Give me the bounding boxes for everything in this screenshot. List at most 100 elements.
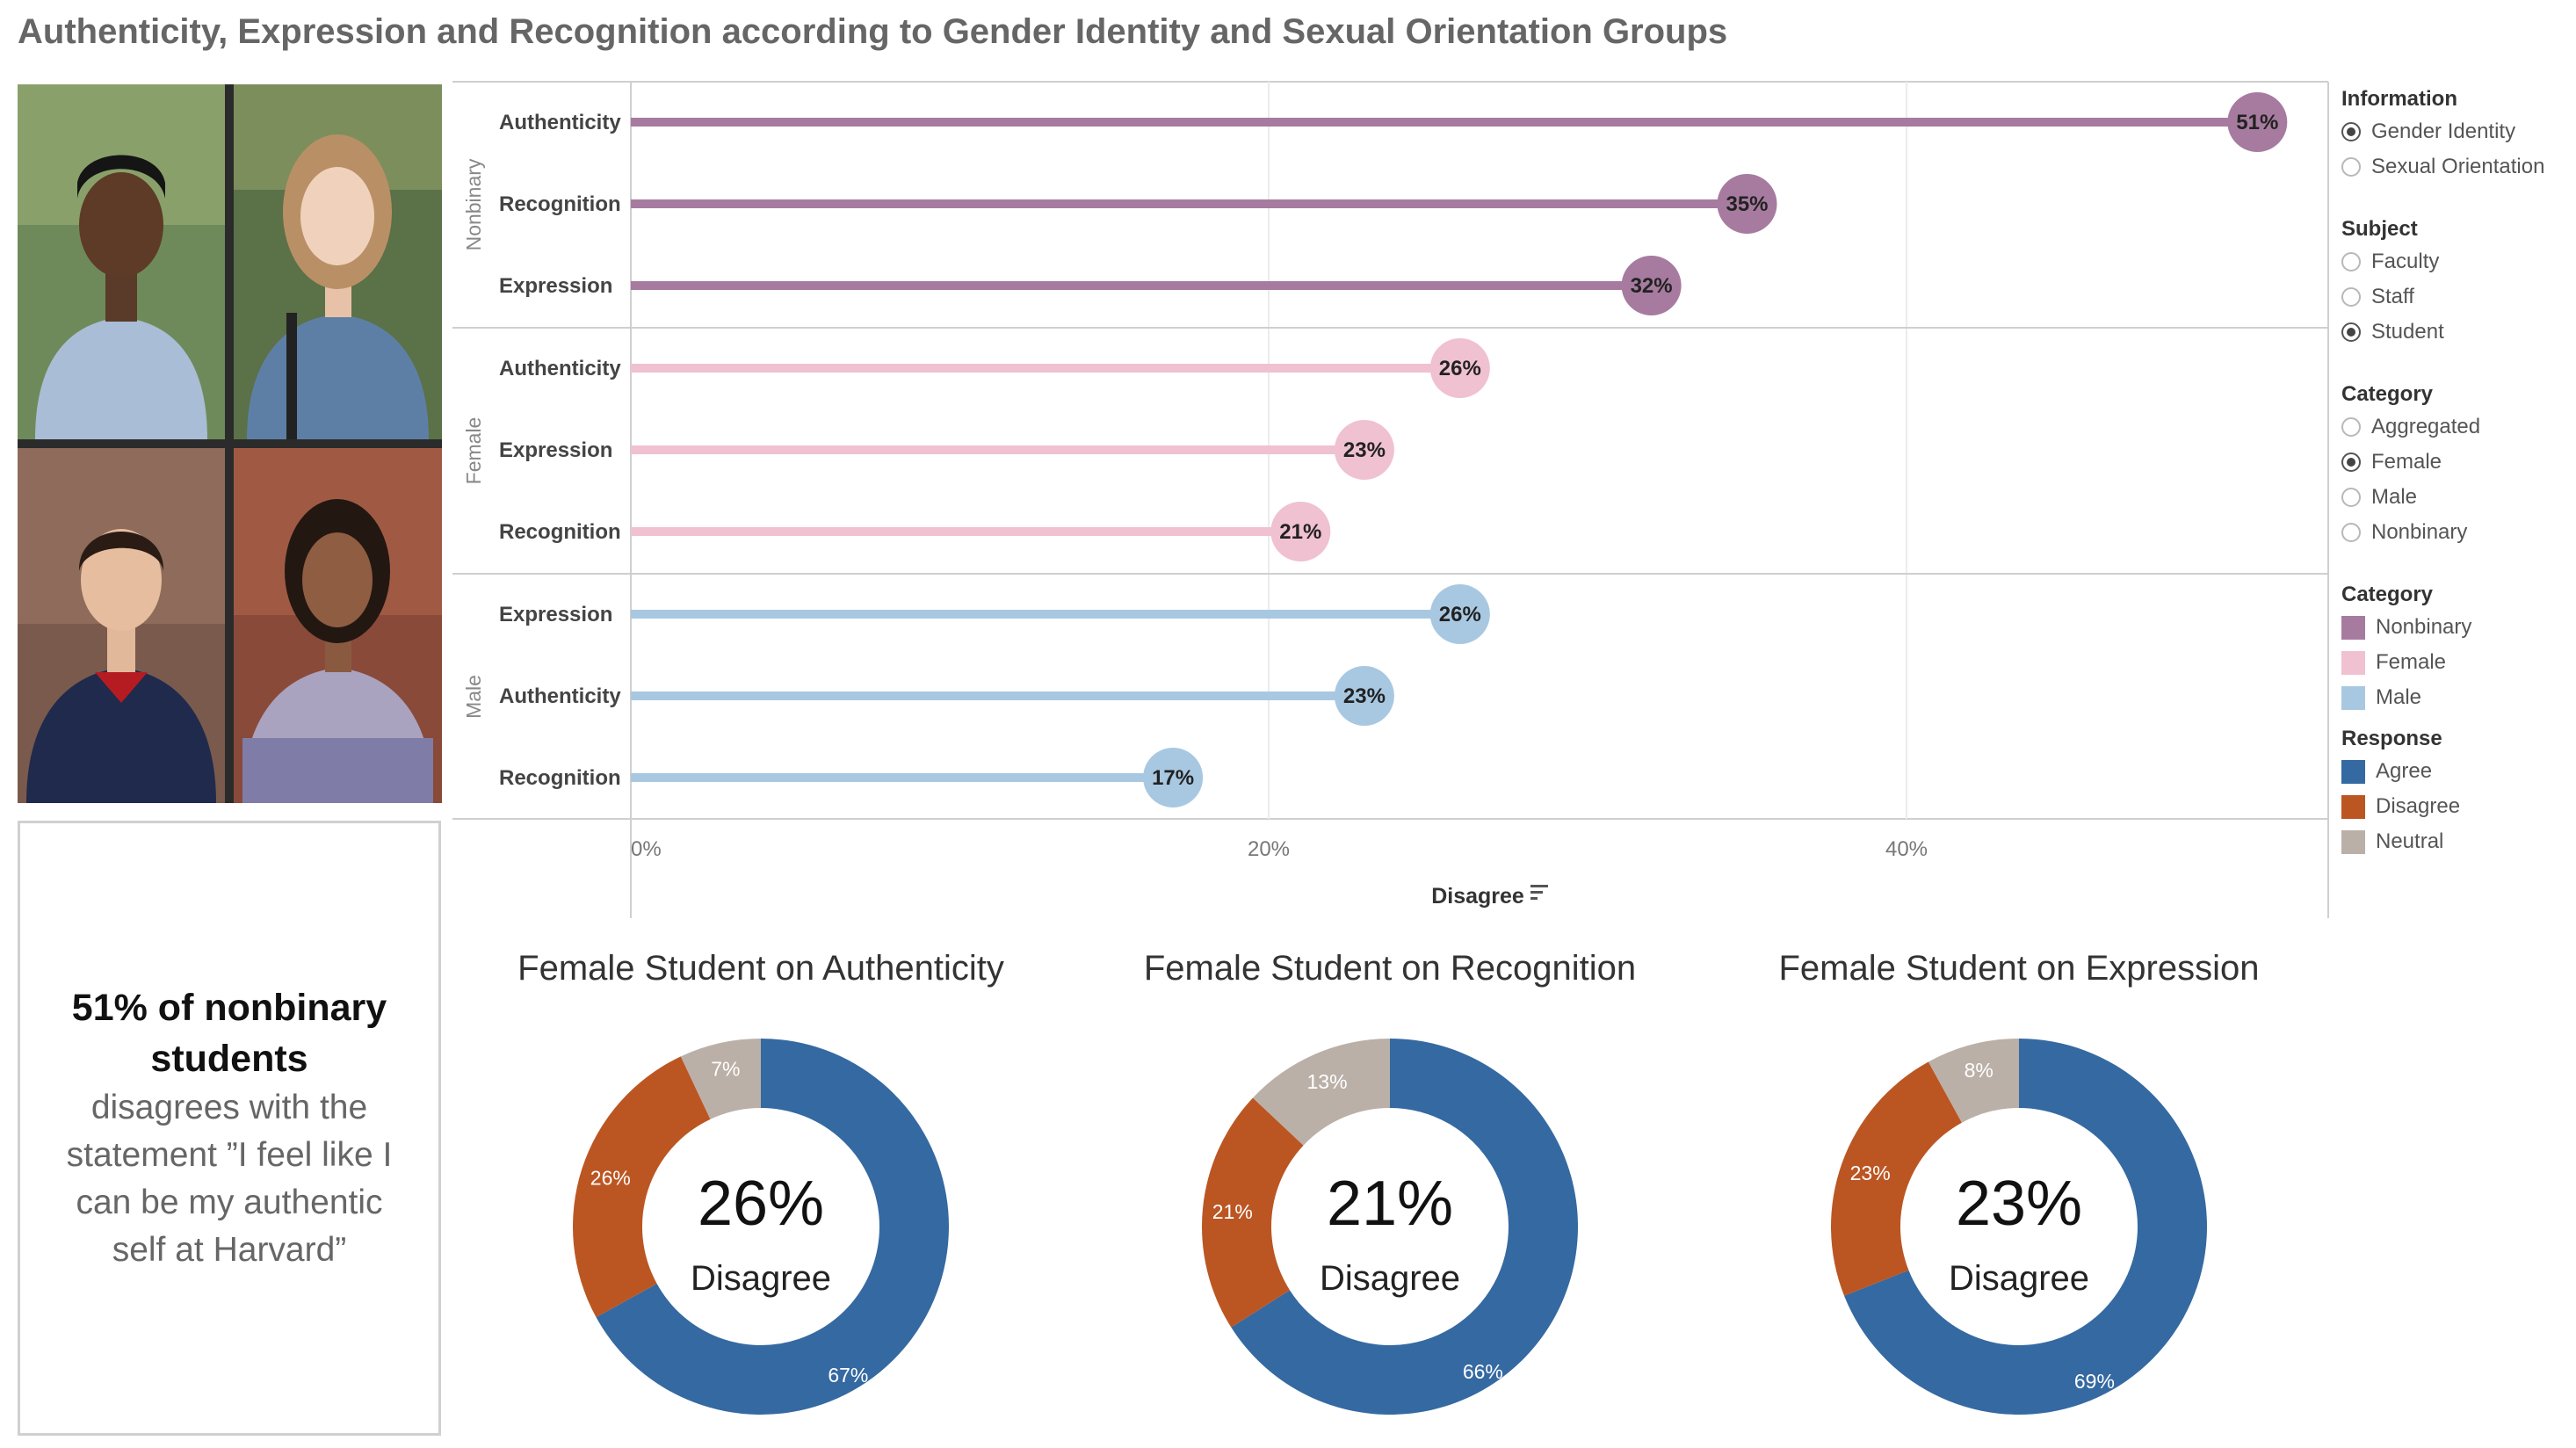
information-header: Information	[2341, 87, 2457, 111]
student-photo-4	[234, 448, 442, 803]
category-legend-header: Category	[2341, 583, 2434, 606]
donut-title: Female Student on Authenticity	[517, 949, 1004, 988]
student-photo-3	[18, 448, 225, 803]
callout-highlight: 51% of nonbinary students	[71, 987, 387, 1080]
information-option-label: Gender Identity	[2371, 119, 2516, 143]
information-option-sexual-orientation[interactable]: Sexual Orientation	[2341, 149, 2576, 185]
subject-option-faculty[interactable]: Faculty	[2341, 244, 2576, 279]
legend-swatch	[2341, 615, 2365, 640]
radio-unchecked-icon[interactable]	[2341, 252, 2361, 272]
legend-label: Nonbinary	[2376, 615, 2472, 639]
category-option-label: Male	[2371, 485, 2418, 509]
response-legend-neutral: Neutral	[2341, 824, 2576, 859]
lollipop-dot	[1334, 420, 1394, 480]
donut-chart: 66% 21% 13% 21% Disagree	[1202, 1039, 1578, 1415]
radio-checked-icon[interactable]	[2341, 122, 2361, 141]
group-label-female: Female	[462, 417, 485, 485]
donut-slice-disagree	[1202, 1097, 1304, 1328]
donut-center-value: 21%	[1327, 1169, 1453, 1239]
donut-center-label: Disagree	[1949, 1259, 2089, 1298]
information-option-gender-identity[interactable]: Gender Identity	[2341, 114, 2576, 149]
donut-slice-label: 69%	[2074, 1370, 2115, 1393]
donut-slice-label: 21%	[1212, 1200, 1253, 1223]
student-photo-2	[234, 84, 442, 439]
radio-checked-icon[interactable]	[2341, 322, 2361, 342]
radio-unchecked-icon[interactable]	[2341, 488, 2361, 507]
category-legend-female: Female	[2341, 645, 2576, 680]
legend-swatch	[2341, 794, 2365, 819]
donut-chart: 69% 23% 8% 23% Disagree	[1831, 1039, 2207, 1415]
category-option-label: Nonbinary	[2371, 520, 2468, 544]
radio-checked-icon[interactable]	[2341, 452, 2361, 472]
group-label-male: Male	[462, 675, 485, 719]
donut-center-value: 26%	[698, 1169, 824, 1239]
legend-label: Agree	[2376, 759, 2433, 783]
donut-slice-neutral	[1253, 1039, 1390, 1146]
donut-title: Female Student on Expression	[1778, 949, 2260, 988]
category-option-female[interactable]: Female	[2341, 445, 2576, 480]
radio-unchecked-icon[interactable]	[2341, 287, 2361, 307]
lollipop-dot	[1334, 666, 1394, 726]
category-option-male[interactable]: Male	[2341, 480, 2576, 515]
subject-option-staff[interactable]: Staff	[2341, 279, 2576, 315]
subject-option-student[interactable]: Student	[2341, 315, 2576, 350]
donut-slice-label: 26%	[590, 1166, 631, 1189]
row-label: Recognition	[499, 520, 621, 544]
donut-center-value: 23%	[1956, 1169, 2082, 1239]
x-axis-label: Disagree	[1431, 884, 1524, 909]
subject-option-label: Faculty	[2371, 250, 2440, 273]
donut-center-label: Disagree	[1320, 1259, 1460, 1298]
radio-unchecked-icon[interactable]	[2341, 417, 2361, 437]
x-tick-label: 20%	[1248, 837, 1290, 861]
row-label: Expression	[499, 603, 612, 626]
category-option-aggregated[interactable]: Aggregated	[2341, 409, 2576, 445]
row-label: Expression	[499, 438, 612, 462]
row-label: Authenticity	[499, 111, 621, 134]
row-label: Recognition	[499, 192, 621, 216]
response-legend-disagree: Disagree	[2341, 789, 2576, 824]
legend-label: Male	[2376, 685, 2422, 709]
data-label: 23%	[1343, 684, 1386, 708]
donut-slice-neutral	[1928, 1039, 2019, 1123]
row-label: Authenticity	[499, 357, 621, 380]
donut-slice-label: 7%	[711, 1057, 740, 1080]
donut-slice-label: 23%	[1850, 1162, 1891, 1184]
donut-slice-agree	[1231, 1039, 1578, 1415]
student-photo-grid	[18, 84, 442, 803]
donut-slice-label: 8%	[1965, 1059, 1994, 1082]
category-filter-header: Category	[2341, 382, 2434, 406]
row-label: Authenticity	[499, 684, 621, 708]
category-option-nonbinary[interactable]: Nonbinary	[2341, 515, 2576, 550]
category-option-label: Aggregated	[2371, 415, 2481, 438]
lollipop-dot	[1429, 584, 1490, 644]
subject-option-label: Staff	[2371, 285, 2414, 308]
donut-slice-neutral	[680, 1039, 761, 1119]
donut-slice-disagree	[573, 1056, 711, 1318]
donut-slice-agree	[1844, 1039, 2207, 1415]
data-label: 32%	[1631, 274, 1673, 298]
information-option-label: Sexual Orientation	[2371, 155, 2545, 178]
legend-label: Neutral	[2376, 829, 2444, 853]
donut-slice-agree	[596, 1039, 949, 1415]
lollipop-dot	[1143, 748, 1204, 807]
dashboard-title: Authenticity, Expression and Recognition…	[18, 12, 1728, 51]
donut-slice-label: 67%	[828, 1364, 868, 1386]
category-legend-male: Male	[2341, 680, 2576, 715]
radio-unchecked-icon[interactable]	[2341, 523, 2361, 542]
x-tick-label: 40%	[1885, 837, 1928, 861]
donut-slice-disagree	[1831, 1061, 1962, 1296]
data-label: 26%	[1439, 357, 1481, 380]
data-label: 21%	[1279, 520, 1321, 544]
category-option-label: Female	[2371, 450, 2442, 474]
legend-swatch	[2341, 685, 2365, 710]
legend-label: Disagree	[2376, 794, 2461, 818]
legend-swatch	[2341, 829, 2365, 854]
donut-slice-label: 13%	[1306, 1070, 1347, 1093]
radio-unchecked-icon[interactable]	[2341, 157, 2361, 177]
legend-label: Female	[2376, 650, 2447, 674]
data-label: 26%	[1439, 603, 1481, 626]
sort-descending-icon	[1530, 885, 1548, 900]
lollipop-dot	[2227, 92, 2288, 152]
subject-header: Subject	[2341, 217, 2418, 241]
student-photo-1	[18, 84, 225, 439]
